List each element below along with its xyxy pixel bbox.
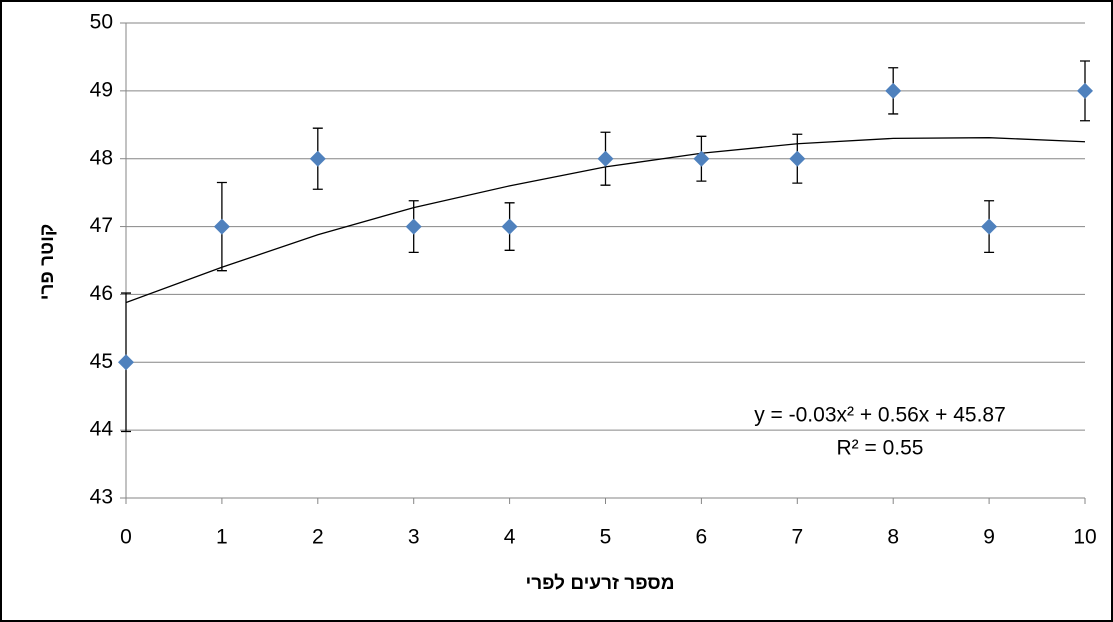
y-axis-title: קוטר פרי — [37, 224, 58, 301]
y-tick-label: 48 — [90, 146, 113, 169]
y-tick-label: 44 — [90, 418, 114, 441]
trendline-r2: R² = 0.55 — [837, 437, 924, 460]
data-point — [118, 354, 134, 371]
x-tick-label: 1 — [216, 526, 228, 549]
data-point — [1077, 82, 1093, 99]
y-tick-label: 49 — [90, 78, 113, 101]
y-tick-label: 43 — [90, 486, 113, 509]
data-point — [597, 150, 614, 167]
data-point — [693, 150, 710, 167]
x-tick-label: 3 — [408, 526, 420, 549]
x-tick-label: 6 — [696, 526, 708, 549]
data-point — [405, 218, 422, 235]
y-tick-label: 45 — [90, 350, 113, 373]
x-tick-label: 5 — [600, 526, 612, 549]
x-tick-label: 10 — [1073, 526, 1096, 549]
data-point — [885, 82, 902, 99]
x-axis-title: מספר זרעים לפרי — [526, 573, 675, 594]
y-tick-label: 46 — [90, 282, 113, 305]
x-tick-label: 7 — [791, 526, 803, 549]
data-point — [789, 150, 806, 167]
y-tick-label: 47 — [90, 214, 113, 237]
x-tick-label: 9 — [983, 526, 995, 549]
data-point — [309, 150, 326, 167]
data-point — [981, 218, 998, 235]
data-point — [501, 218, 518, 235]
trendline-equation: y = -0.03x² + 0.56x + 45.87 — [754, 404, 1006, 427]
x-tick-label: 4 — [504, 526, 516, 549]
x-tick-label: 2 — [312, 526, 324, 549]
data-point — [213, 218, 230, 235]
y-tick-label: 50 — [90, 11, 113, 34]
x-tick-label: 8 — [887, 526, 899, 549]
x-tick-label: 0 — [120, 526, 132, 549]
